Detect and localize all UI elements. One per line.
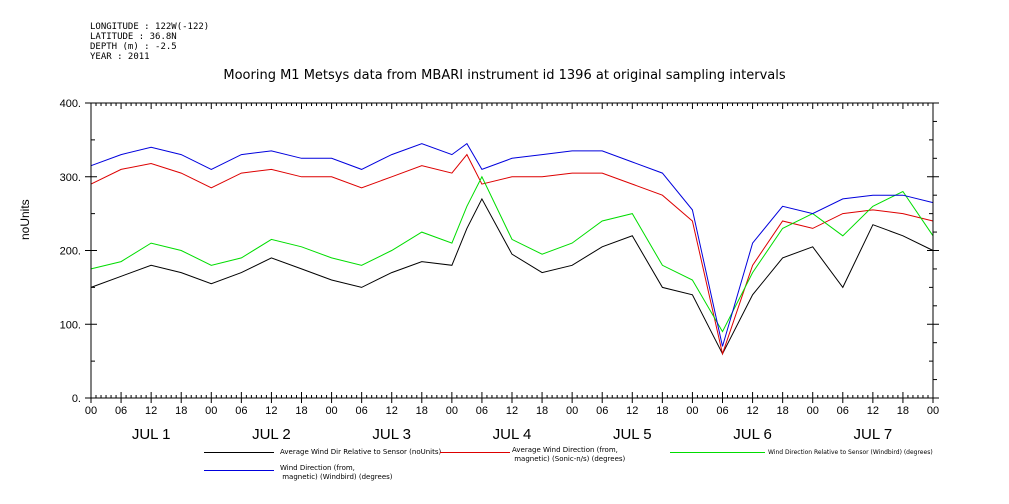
x-tick-label-23: 18 xyxy=(777,405,789,417)
series-line-2 xyxy=(90,175,934,333)
x-tick-label-8: 00 xyxy=(325,405,337,417)
x-tick-label-13: 06 xyxy=(476,405,488,417)
y-tick-label-0: 0. xyxy=(72,393,81,405)
x-tick-label-16: 00 xyxy=(566,405,578,417)
x-tick-label-6: 12 xyxy=(265,405,277,417)
x-tick-label-20: 00 xyxy=(686,405,698,417)
legend-swatch-0 xyxy=(204,452,274,453)
y-tick-label-3: 300. xyxy=(60,172,81,184)
longitude-label: LONGITUDE : 122W(-122) xyxy=(90,22,210,32)
day-label-5: JUL 6 xyxy=(733,426,772,443)
day-label-6: JUL 7 xyxy=(854,426,893,443)
x-tick-label-19: 18 xyxy=(656,405,668,417)
x-tick-label-2: 12 xyxy=(145,405,157,417)
series-line-0 xyxy=(90,197,934,355)
x-tick-label-21: 06 xyxy=(716,405,728,417)
x-tick-label-24: 00 xyxy=(807,405,819,417)
x-tick-label-27: 18 xyxy=(897,405,909,417)
chart-title: Mooring M1 Metsys data from MBARI instru… xyxy=(223,68,786,83)
year-label: YEAR : 2011 xyxy=(90,52,150,62)
axis-layer: 0. 100. 200. 300. 400. 00 06 12 18 00 06 12 18 00 06 12… xyxy=(60,98,940,443)
x-tick-label-11: 18 xyxy=(416,405,428,417)
legend-item-1: Average Wind Direction (from, magnetic) … xyxy=(440,446,660,468)
depth-label: DEPTH (m) : -2.5 xyxy=(90,42,177,52)
day-label-4: JUL 5 xyxy=(613,426,652,443)
y-tick-label-4: 400. xyxy=(60,98,81,110)
plot-frame xyxy=(90,102,934,399)
series-layer xyxy=(90,142,934,356)
x-tick-label-15: 18 xyxy=(536,405,548,417)
x-tick-label-14: 12 xyxy=(506,405,518,417)
y-tick-label-2: 200. xyxy=(60,246,81,258)
x-tick-label-9: 06 xyxy=(356,405,368,417)
x-tick-label-10: 12 xyxy=(386,405,398,417)
legend-item-3: Wind Direction (from, magnetic) (Windbir… xyxy=(200,464,500,488)
x-tick-label-4: 00 xyxy=(205,405,217,417)
x-tick-label-1: 06 xyxy=(115,405,127,417)
day-label-0: JUL 1 xyxy=(132,426,171,443)
x-tick-label-18: 12 xyxy=(626,405,638,417)
day-label-1: JUL 2 xyxy=(252,426,291,443)
legend-label-1: Average Wind Direction (from, magnetic) … xyxy=(512,446,626,463)
latitude-label: LATITUDE : 36.8N xyxy=(90,32,177,42)
series-line-3 xyxy=(90,142,934,347)
legend-swatch-2 xyxy=(670,452,765,453)
x-tick-label-0: 00 xyxy=(85,405,97,417)
x-tick-label-25: 06 xyxy=(837,405,849,417)
legend-label-3: Wind Direction (from, magnetic) (Windbir… xyxy=(280,464,393,481)
legend-label-0: Average Wind Dir Relative to Sensor (noU… xyxy=(280,448,442,456)
legend-swatch-1 xyxy=(440,452,510,453)
x-tick-label-7: 18 xyxy=(295,405,307,417)
y-tick-label-1: 100. xyxy=(60,319,81,331)
legend-swatch-3 xyxy=(204,470,274,471)
x-tick-label-22: 12 xyxy=(746,405,758,417)
x-tick-label-3: 18 xyxy=(175,405,187,417)
x-tick-label-28: 00 xyxy=(927,405,939,417)
day-label-2: JUL 3 xyxy=(372,426,411,443)
x-tick-label-17: 06 xyxy=(596,405,608,417)
x-tick-label-26: 12 xyxy=(867,405,879,417)
legend-item-0: Average Wind Dir Relative to Sensor (noU… xyxy=(200,448,500,468)
x-tick-label-5: 06 xyxy=(235,405,247,417)
x-tick-label-12: 00 xyxy=(446,405,458,417)
legend-label-2: Wind Direction Relative to Sensor (Windb… xyxy=(768,449,933,456)
legend-item-2: Wind Direction Relative to Sensor (Windb… xyxy=(670,448,960,468)
day-label-3: JUL 4 xyxy=(493,426,532,443)
series-line-1 xyxy=(90,153,934,356)
